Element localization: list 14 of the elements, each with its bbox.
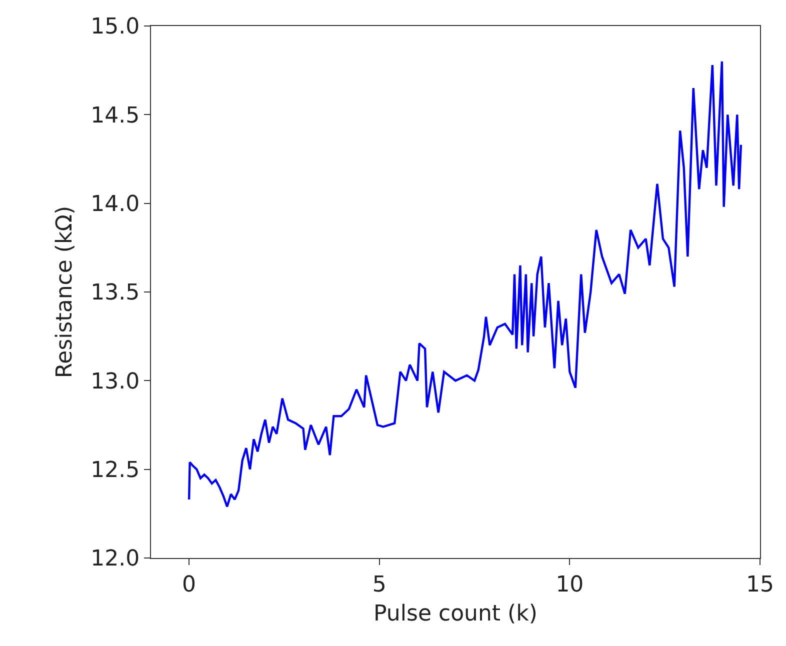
y-tick-label: 13.0 (90, 369, 140, 394)
y-axis-title: Resistance (kΩ) (52, 206, 78, 378)
y-tick-label: 13.5 (90, 280, 140, 306)
x-axis-title: Pulse count (k) (374, 601, 538, 626)
y-tick-label: 14.5 (90, 103, 140, 128)
line-series (188, 60, 742, 508)
y-tick-label: 12.0 (90, 546, 140, 572)
y-tick-label: 14.0 (90, 192, 140, 218)
y-tick-label: 12.5 (90, 458, 140, 484)
x-tick-label: 0 (182, 572, 196, 598)
x-tick-label: 10 (556, 572, 584, 598)
x-tick-label: 5 (372, 572, 386, 598)
y-tick-label: 15.0 (90, 14, 140, 40)
x-tick-label: 15 (746, 572, 774, 598)
